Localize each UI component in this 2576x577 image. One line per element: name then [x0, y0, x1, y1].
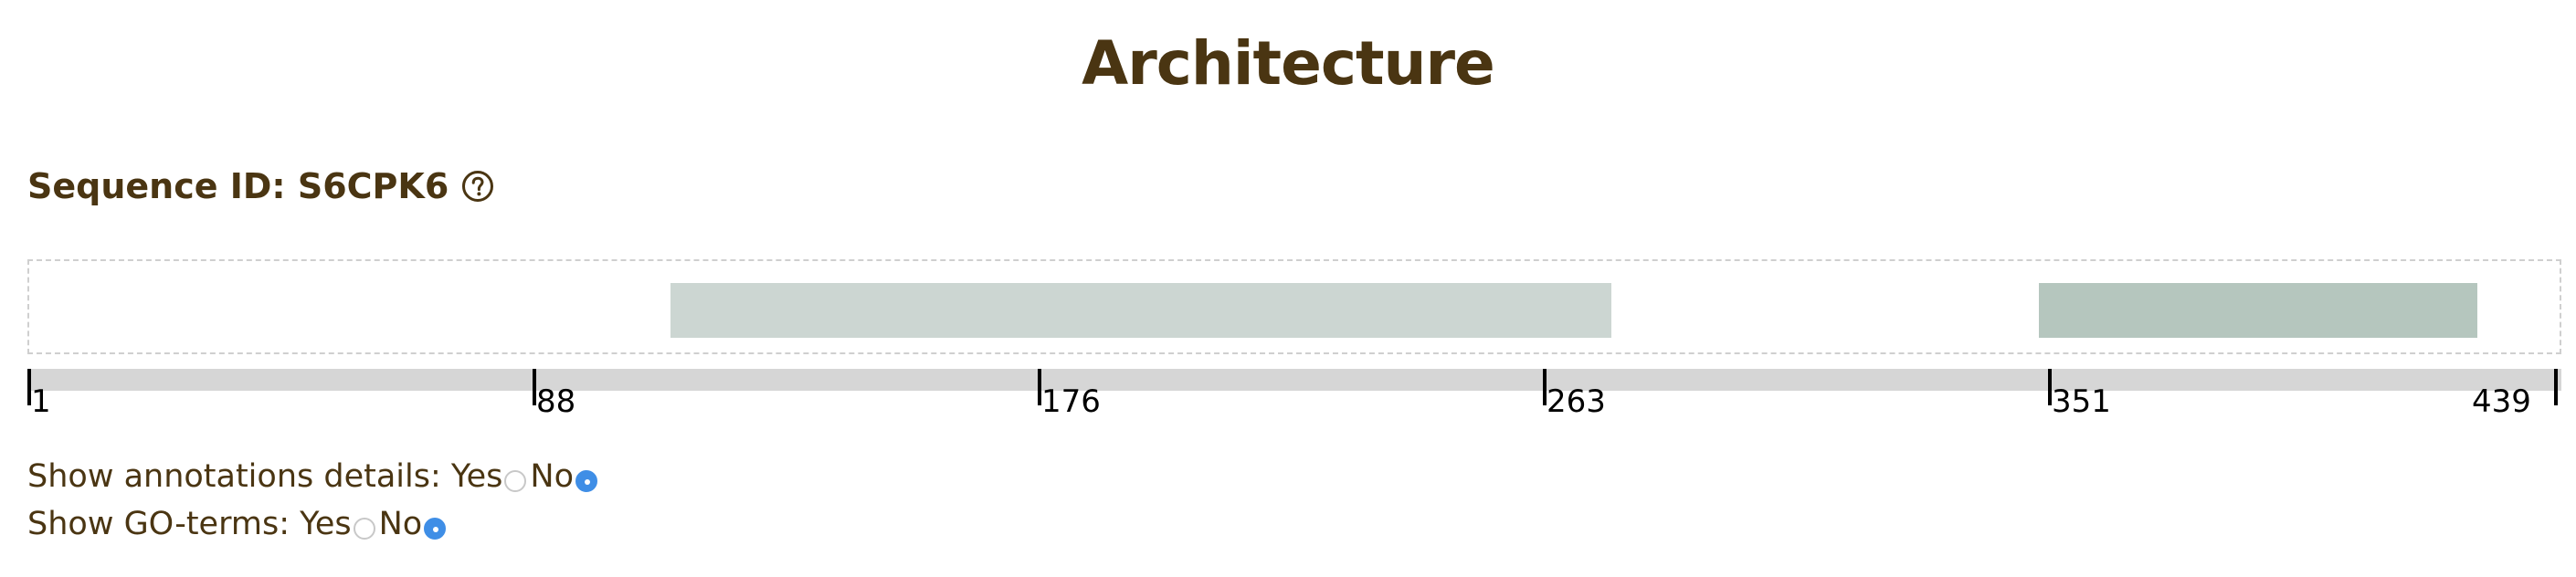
go-terms-yes-label: Yes: [300, 506, 352, 542]
ruler-tick: [533, 369, 536, 405]
go-terms-no-radio[interactable]: [424, 518, 447, 540]
sequence-id-label: Sequence ID: S6CPK6: [27, 166, 449, 206]
annotations-no-label: No: [530, 458, 574, 495]
annotations-yes-radio[interactable]: [504, 470, 527, 492]
ruler-tick: [2554, 369, 2558, 405]
sequence-id-heading: Sequence ID: S6CPK6: [27, 161, 494, 212]
go-terms-no-label: No: [378, 506, 423, 542]
question-circle-icon[interactable]: [461, 170, 494, 203]
ruler-tick-label: 1: [31, 383, 51, 420]
annotations-toggle-label: Show annotations details:: [27, 458, 451, 495]
ruler-tick-label: 88: [536, 383, 576, 420]
ruler-tick: [2048, 369, 2052, 405]
ruler-tick: [1038, 369, 1041, 405]
go-terms-toggle-row: Show GO-terms: Yes No: [27, 502, 449, 546]
annotations-no-radio[interactable]: [575, 470, 597, 492]
ruler-tick-label: 263: [1547, 383, 1606, 420]
sequence-ruler: [27, 369, 2561, 391]
go-terms-toggle-label: Show GO-terms:: [27, 506, 301, 542]
ruler-tick-label: 439: [2472, 383, 2531, 420]
annotations-yes-label: Yes: [450, 458, 503, 495]
ruler-tick-label: 351: [2052, 383, 2111, 420]
ruler-tick: [1543, 369, 1547, 405]
go-terms-yes-radio[interactable]: [353, 518, 375, 540]
domain-architecture-track: [27, 259, 2561, 354]
annotations-toggle-row: Show annotations details: Yes No: [27, 455, 601, 498]
protein-domain-block[interactable]: [2039, 283, 2477, 338]
ruler-tick-label: 176: [1041, 383, 1101, 420]
ruler-tick: [27, 369, 31, 405]
page-title: Architecture: [1082, 28, 1495, 99]
protein-domain-block[interactable]: [670, 283, 1611, 338]
